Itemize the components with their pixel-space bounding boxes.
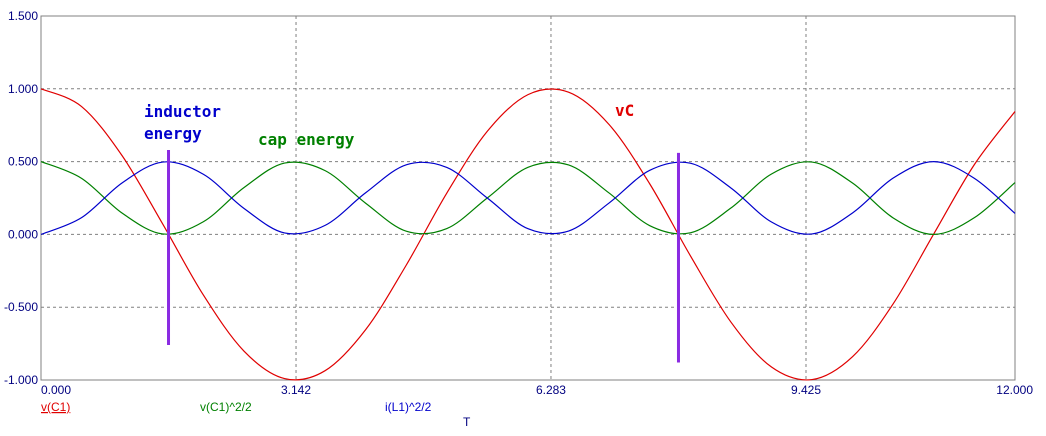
y-tick-label: 0.500 (8, 155, 38, 169)
x-axis-title: T (463, 415, 471, 429)
y-tick-label: 0.000 (8, 227, 38, 241)
x-tick-label: 6.283 (536, 383, 566, 397)
annotation-energy: energy (144, 124, 202, 143)
series-vc1 (40, 88, 1016, 381)
y-tick-labels: -1.000 -0.500 0.000 0.500 1.000 1.500 (4, 9, 38, 387)
x-tick-label: 9.425 (791, 383, 821, 397)
plot-border (40, 15, 1016, 381)
series-vc1-squared (40, 161, 1016, 236)
y-tick-label: -1.000 (4, 373, 38, 387)
legend-vc1[interactable]: v(C1) (41, 400, 70, 414)
x-tick-label: 0.000 (41, 383, 71, 397)
y-tick-label: 1.500 (8, 9, 38, 23)
x-tick-label: 12.000 (996, 383, 1033, 397)
annotation-vc: vC (615, 101, 634, 120)
legend-vc1-squared[interactable]: v(C1)^2/2 (200, 400, 252, 414)
gridlines (41, 16, 1015, 380)
x-tick-labels: 0.000 3.142 6.283 9.425 12.000 (41, 383, 1033, 397)
annotation-inductor: inductor (144, 102, 221, 121)
y-tick-label: 1.000 (8, 82, 38, 96)
legend-il1-squared[interactable]: i(L1)^2/2 (385, 400, 432, 414)
y-tick-label: -0.500 (4, 300, 38, 314)
plot-frame (40, 15, 1016, 381)
annotation-cap-energy: cap energy (258, 130, 355, 149)
markers-layer (167, 149, 680, 363)
series-il1-squared (40, 160, 1016, 235)
series-layer (40, 88, 1016, 381)
x-tick-label: 3.142 (281, 383, 311, 397)
